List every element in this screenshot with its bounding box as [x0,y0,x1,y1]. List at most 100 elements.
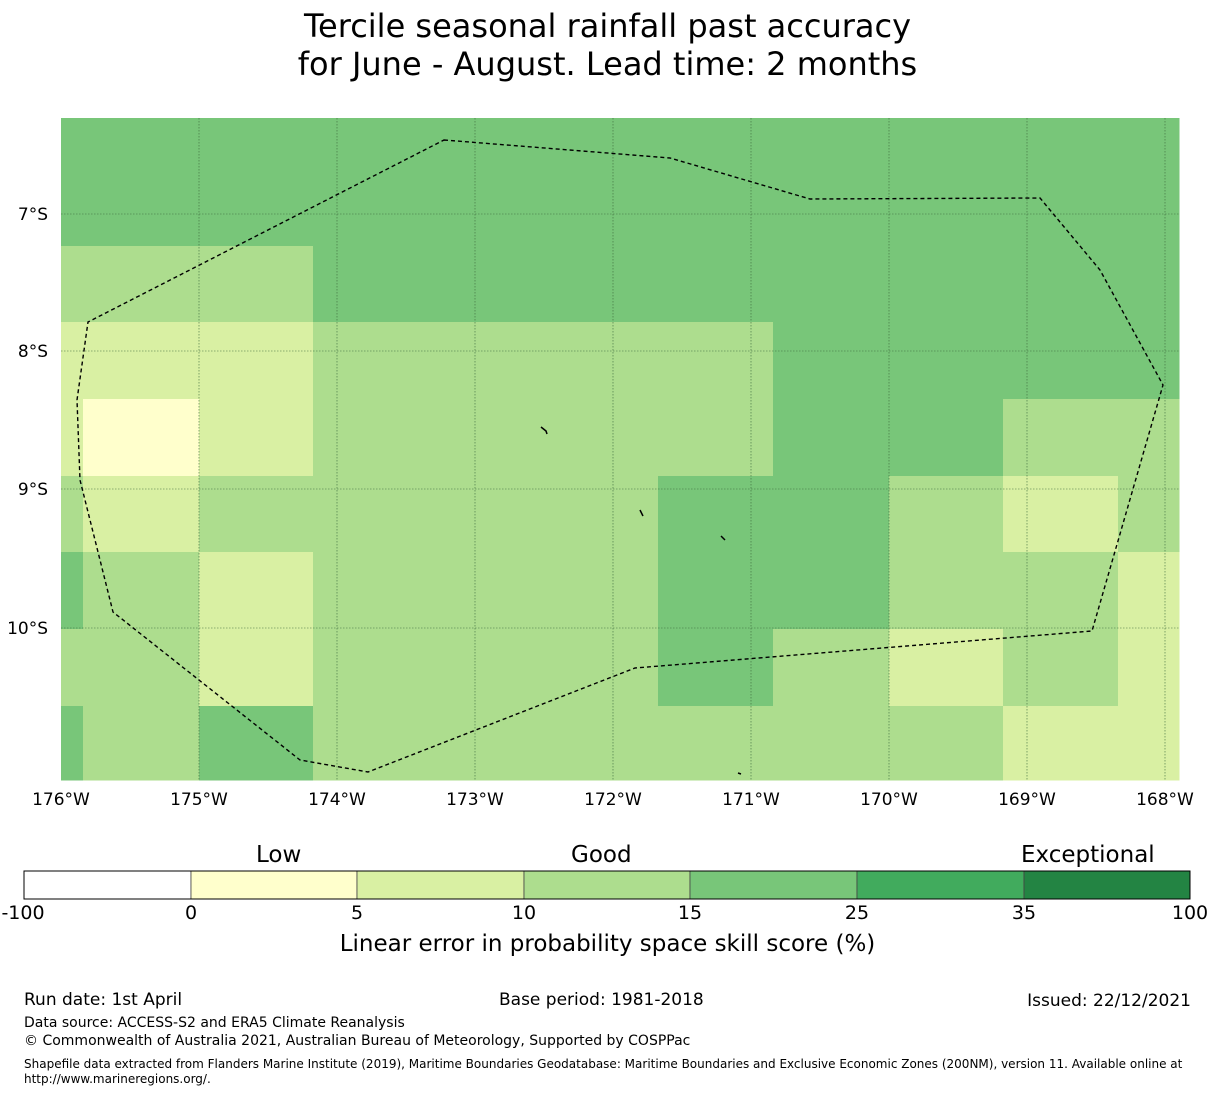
skill-cell [83,118,200,247]
colorbar-segment [523,870,691,900]
lon-label: 172°W [584,790,642,810]
lat-label: 7°S [18,205,48,225]
skill-cell [658,118,774,247]
lon-label: 176°W [32,790,90,810]
skill-cell [313,476,429,553]
lon-label: 175°W [170,790,228,810]
skill-cell [313,552,429,630]
skill-cell [83,629,200,707]
skill-cell [313,706,429,781]
colorbar-segment [1023,870,1191,900]
lat-label: 10°S [7,619,48,639]
cb-tick-label: 25 [844,902,870,924]
colorbar-segment [689,870,858,900]
skill-grid [61,118,1180,781]
base-period: Base period: 1981-2018 [499,990,704,1010]
caption-low: Low [256,842,302,868]
skill-cell [428,118,659,247]
title-line-1: Tercile seasonal rainfall past accuracy [303,7,912,45]
skill-cell [1118,476,1180,553]
island-markers [540,426,742,775]
skill-cell [658,629,774,707]
skill-cell [83,476,200,553]
skill-cell [1003,322,1119,400]
skill-cell [658,552,774,630]
latitude-labels: 7°S 8°S 9°S 10°S [7,205,48,639]
skill-cell [313,246,429,323]
run-date: Run date: 1st April [24,990,183,1010]
skill-cell [61,476,84,553]
colorbar [23,870,1191,900]
skill-cell [889,476,1004,553]
colorbar-segment [356,870,525,900]
skill-cell [658,706,774,781]
skill-cell [889,118,1004,247]
skill-cell [1003,118,1119,247]
skill-cell [83,322,200,400]
skill-cell [61,629,84,707]
lat-label: 8°S [18,342,48,362]
skill-cell [1118,399,1180,477]
colorbar-segment [190,870,358,900]
skill-cell [428,246,659,323]
skill-cell [428,629,659,707]
skill-cell [1003,629,1119,707]
lat-label: 9°S [18,480,48,500]
skill-cell [313,629,429,707]
skill-cell [889,706,1004,781]
skill-cell [658,476,774,553]
skill-cell [773,552,890,630]
skill-cell [1118,629,1180,707]
data-source: Data source: ACCESS-S2 and ERA5 Climate … [24,1015,405,1031]
island-4 [737,772,742,775]
skill-cell [773,629,890,707]
skill-cell [199,399,314,477]
caption-exceptional: Exceptional [1021,842,1155,868]
colorbar-segment [23,870,192,900]
skill-cell [658,322,774,400]
skill-cell [889,399,1004,477]
skill-cell [1003,552,1119,630]
skill-cell [889,629,1004,707]
cb-tick-label: 100 [1171,902,1209,924]
colorbar-segment [856,870,1025,900]
lon-label: 171°W [722,790,780,810]
cb-tick-label: -100 [1,902,45,924]
cb-tick-label: 0 [184,902,198,924]
skill-cell [313,118,429,247]
skill-cell [889,246,1004,323]
lon-label: 168°W [1136,790,1194,810]
longitude-labels: 176°W 175°W 174°W 173°W 172°W 171°W 170°W 169°W… [32,790,1194,810]
colorbar-label: Linear error in probability space skill … [339,931,876,957]
skill-cell [61,399,84,477]
lon-label: 170°W [860,790,918,810]
skill-cell [1118,552,1180,630]
title-line-2: for June - August. Lead time: 2 months [297,45,918,83]
skill-cell [83,706,200,781]
issued-date: Issued: 22/12/2021 [1027,991,1191,1011]
skill-cell [773,322,890,400]
skill-cell [889,322,1004,400]
skill-cell [61,246,84,323]
skill-cell [773,118,890,247]
island-1 [540,426,548,435]
skill-cell [1003,706,1119,781]
cb-tick-label: 10 [511,902,537,924]
skill-cell [83,246,200,323]
skill-cell [1003,399,1119,477]
skill-cell [1118,322,1180,400]
skill-cell [658,399,774,477]
eez-boundary [76,139,1164,773]
lon-label: 169°W [998,790,1056,810]
skill-cell [199,118,314,247]
skill-cell [313,322,429,400]
skill-cell [1003,246,1119,323]
skill-cell [428,476,659,553]
lon-label: 174°W [308,790,366,810]
graticule [61,118,1179,780]
skill-cell [773,706,890,781]
skill-cell [428,322,659,400]
skill-cell [428,399,659,477]
skill-cell [199,476,314,553]
